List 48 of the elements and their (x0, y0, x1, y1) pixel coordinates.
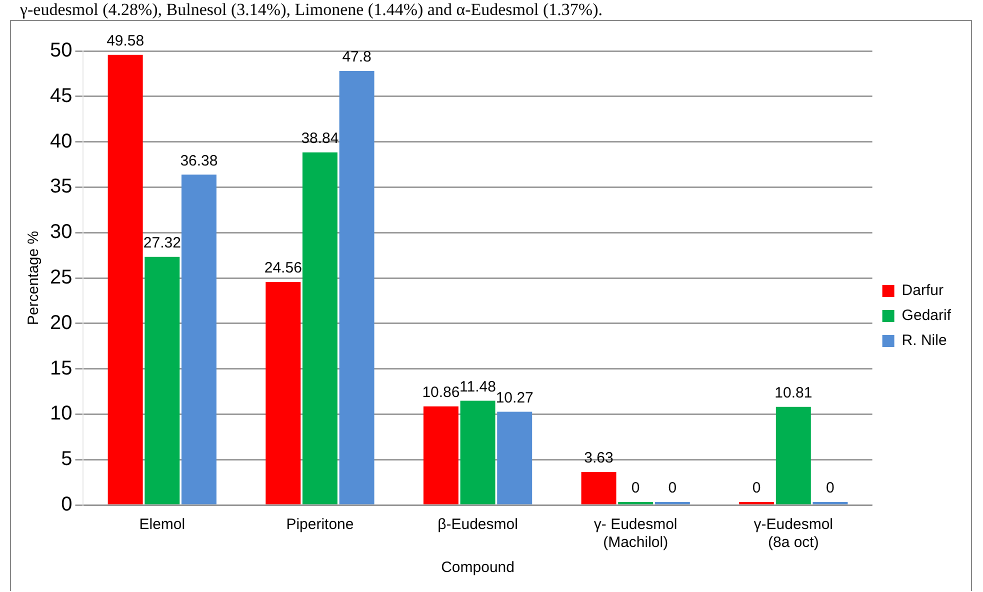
y-tick-label: 35 (50, 176, 72, 198)
bar (266, 282, 301, 504)
bar (339, 70, 374, 504)
data-label: 10.86 (422, 384, 460, 402)
bar (460, 400, 496, 504)
y-tick-label: 40 (50, 130, 72, 152)
x-tick-label: β-Eudesmol (438, 516, 518, 534)
y-tick-label: 50 (50, 40, 72, 62)
y-tick-label: 5 (61, 448, 72, 470)
y-tick-label: 45 (50, 84, 72, 107)
y-tick-label: 15 (50, 357, 72, 380)
legend-label: R. Nile (902, 332, 947, 350)
x-axis-title: Compound (441, 559, 514, 576)
y-tick-label: 10 (50, 402, 72, 425)
bar (776, 406, 811, 504)
data-label: 11.48 (460, 378, 496, 396)
bar (302, 152, 338, 504)
data-label: 38.84 (301, 130, 339, 147)
y-tick-label: 25 (50, 266, 72, 289)
data-label: 36.38 (180, 152, 218, 170)
y-axis-title: Percentage % (25, 230, 42, 326)
x-tick-label: Elemol (139, 516, 186, 534)
data-label: 27.32 (143, 234, 181, 252)
x-tick-label: γ- Eudesmol (Machilol) (594, 516, 678, 552)
legend-label: Gedarif (902, 307, 952, 324)
data-label: 24.56 (264, 260, 302, 277)
data-label: 3.63 (584, 450, 614, 467)
x-tick-label: Piperitone (286, 516, 354, 534)
data-label: 10.81 (774, 384, 812, 402)
data-label: 0 (668, 480, 677, 497)
data-label: 10.27 (496, 389, 534, 406)
data-label: 49.58 (106, 32, 144, 50)
data-label: 0 (631, 480, 640, 497)
data-label: 0 (752, 480, 761, 497)
y-tick-label: 0 (61, 494, 72, 516)
bar (144, 256, 180, 504)
y-tick-label: 30 (50, 221, 72, 244)
bar (181, 174, 216, 504)
text: γ-eudesmol (4.28%), Bulnesol (3.14%), Limonene (1.44%) and α-Eudesmol (1.37%). (20, 0, 602, 20)
data-label: 0 (826, 480, 834, 497)
data-label: 47.8 (342, 48, 372, 66)
x-tick-label: γ-Eudesmol (8a oct) (754, 516, 834, 552)
bar (108, 54, 143, 504)
legend-label: Darfur (902, 282, 944, 300)
bar (581, 472, 616, 504)
bar (497, 412, 532, 504)
y-tick-label: 20 (50, 312, 72, 334)
bar (423, 406, 458, 504)
